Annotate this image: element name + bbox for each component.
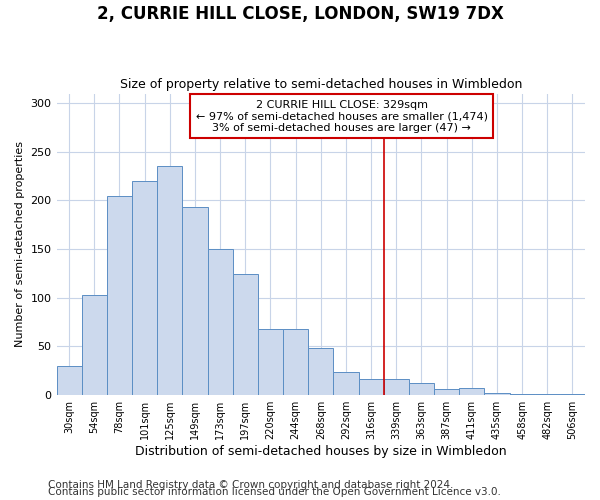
- Bar: [56, 366, 82, 394]
- Bar: [107, 196, 132, 394]
- Bar: [434, 389, 459, 394]
- Bar: [459, 388, 484, 394]
- Bar: [182, 207, 208, 394]
- Bar: [82, 294, 107, 394]
- Text: Contains public sector information licensed under the Open Government Licence v3: Contains public sector information licen…: [48, 487, 501, 497]
- Text: Contains HM Land Registry data © Crown copyright and database right 2024.: Contains HM Land Registry data © Crown c…: [48, 480, 454, 490]
- Bar: [283, 328, 308, 394]
- Y-axis label: Number of semi-detached properties: Number of semi-detached properties: [15, 141, 25, 347]
- X-axis label: Distribution of semi-detached houses by size in Wimbledon: Distribution of semi-detached houses by …: [135, 444, 506, 458]
- Bar: [334, 372, 359, 394]
- Bar: [132, 181, 157, 394]
- Bar: [484, 393, 509, 394]
- Bar: [359, 379, 383, 394]
- Bar: [258, 328, 283, 394]
- Bar: [157, 166, 182, 394]
- Bar: [409, 383, 434, 394]
- Bar: [208, 249, 233, 394]
- Bar: [383, 379, 409, 394]
- Text: 2, CURRIE HILL CLOSE, LONDON, SW19 7DX: 2, CURRIE HILL CLOSE, LONDON, SW19 7DX: [97, 5, 503, 23]
- Title: Size of property relative to semi-detached houses in Wimbledon: Size of property relative to semi-detach…: [119, 78, 522, 91]
- Bar: [308, 348, 334, 395]
- Bar: [233, 274, 258, 394]
- Text: 2 CURRIE HILL CLOSE: 329sqm
← 97% of semi-detached houses are smaller (1,474)
3%: 2 CURRIE HILL CLOSE: 329sqm ← 97% of sem…: [196, 100, 488, 133]
